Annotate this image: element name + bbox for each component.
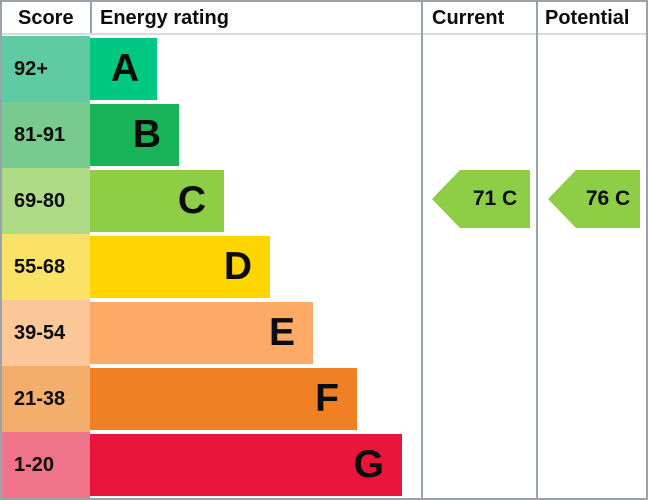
band-row-e: 39-54 E xyxy=(2,300,646,366)
band-bar-c: C xyxy=(90,170,224,232)
energy-rating-column-header: Energy rating xyxy=(100,7,229,29)
band-row-b: 81-91 B xyxy=(2,102,646,168)
potential-column-divider xyxy=(536,2,538,498)
score-column-header: Score xyxy=(18,7,74,29)
band-rows: 92+ A 81-91 B 69-80 C 55-68 D 39-54 E 21… xyxy=(2,36,646,498)
header-underline xyxy=(2,33,646,35)
band-bar-f: F xyxy=(90,368,357,430)
band-row-c: 69-80 C xyxy=(2,168,646,234)
band-row-f: 21-38 F xyxy=(2,366,646,432)
score-range-c: 69-80 xyxy=(2,168,90,234)
band-row-a: 92+ A xyxy=(2,36,646,102)
current-column-header: Current xyxy=(432,7,505,29)
band-bar-a: A xyxy=(90,38,157,100)
band-row-d: 55-68 D xyxy=(2,234,646,300)
current-column-divider xyxy=(421,2,423,498)
potential-column-header: Potential xyxy=(545,7,630,29)
band-bar-d: D xyxy=(90,236,270,298)
score-column-divider xyxy=(90,2,92,33)
score-range-b: 81-91 xyxy=(2,102,90,168)
band-row-g: 1-20 G xyxy=(2,432,646,498)
band-bar-e: E xyxy=(90,302,313,364)
band-bar-b: B xyxy=(90,104,179,166)
band-bar-g: G xyxy=(90,434,402,496)
score-range-e: 39-54 xyxy=(2,300,90,366)
score-range-a: 92+ xyxy=(2,36,90,102)
score-range-g: 1-20 xyxy=(2,432,90,498)
score-range-f: 21-38 xyxy=(2,366,90,432)
score-range-d: 55-68 xyxy=(2,234,90,300)
